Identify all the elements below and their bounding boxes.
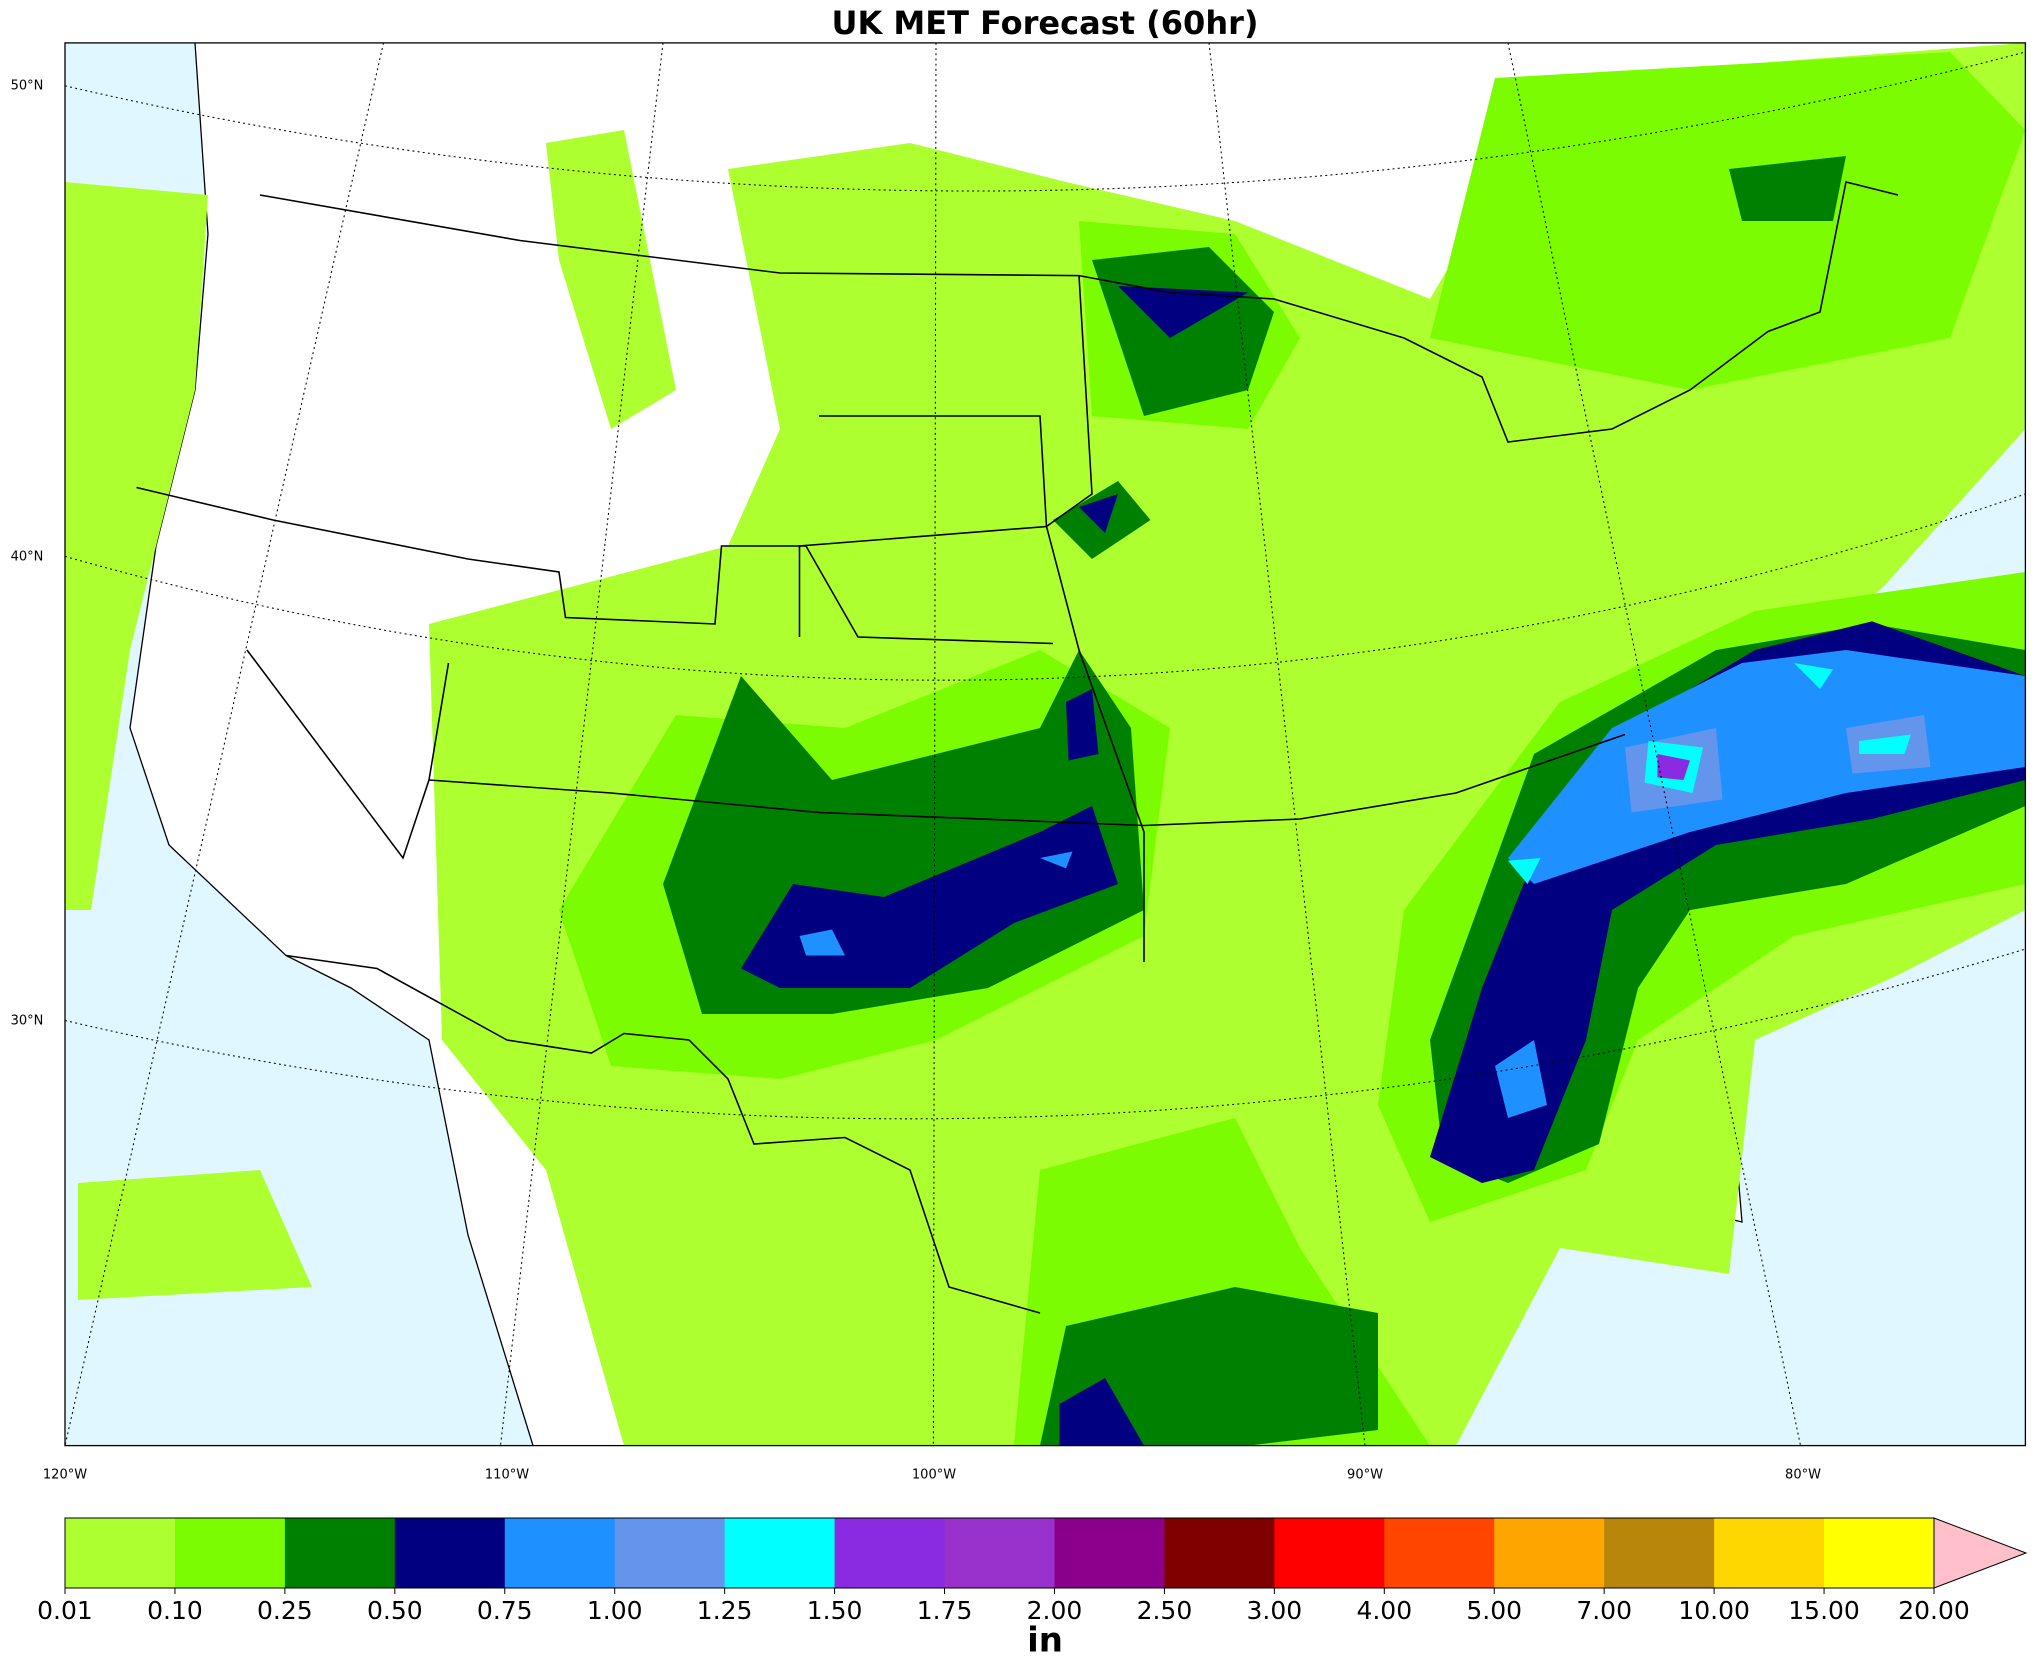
lat-label: 50°N <box>11 79 44 94</box>
colorbar-segment <box>394 1518 506 1588</box>
colorbar-tick-label: 2.50 <box>1137 1596 1193 1625</box>
precip-1.50 <box>1657 754 1690 780</box>
lon-label: 120°W <box>43 1468 87 1483</box>
colorbar-tick-label: 5.00 <box>1466 1596 1522 1625</box>
colorbar-segment <box>944 1518 1055 1588</box>
colorbar-segment <box>1714 1518 1825 1588</box>
lon-label: 90°W <box>1347 1468 1383 1483</box>
graticule <box>64 42 2026 1446</box>
colorbar-unit: in <box>1027 1621 1063 1661</box>
colorbar-extend <box>1933 1517 2028 1589</box>
colorbar-tick-label: 2.00 <box>1027 1596 1083 1625</box>
colorbar-segment <box>724 1518 836 1588</box>
map <box>64 42 2027 1447</box>
colorbar-tick-label: 1.25 <box>697 1596 753 1625</box>
colorbar-tick-label: 0.25 <box>257 1596 313 1625</box>
colorbar-segment <box>1274 1518 1385 1588</box>
borders <box>136 181 1899 1314</box>
colorbar-tick-label: 3.00 <box>1247 1596 1303 1625</box>
colorbar-frame <box>64 1517 1934 1589</box>
colorbar: 0.01 0.10 0.25 0.50 0.75 1.00 1.25 1.50 1.75 2.00… <box>37 1517 2028 1625</box>
colorbar-segment <box>1054 1518 1165 1588</box>
lat-label: 30°N <box>11 1014 44 1029</box>
colorbar-tick-label: 1.75 <box>917 1596 973 1625</box>
colorbar-segment <box>1384 1518 1495 1588</box>
colorbar-tick-label: 1.00 <box>587 1596 643 1625</box>
colorbar-tick-label: 7.00 <box>1576 1596 1632 1625</box>
precip-0.01 <box>65 42 2026 1446</box>
colorbar-segment <box>834 1518 946 1588</box>
colorbar-tick-label: 0.01 <box>37 1596 93 1625</box>
colorbar-tick-label: 4.00 <box>1356 1596 1412 1625</box>
lon-label: 110°W <box>485 1468 529 1483</box>
colorbar-segment <box>1494 1518 1605 1588</box>
colorbar-segment <box>284 1518 396 1588</box>
colorbar-tick-label: 0.50 <box>367 1596 423 1625</box>
colorbar-tick-label: 15.00 <box>1788 1596 1860 1625</box>
precip-0.75 <box>799 650 2026 1118</box>
colorbar-tick-label: 10.00 <box>1678 1596 1750 1625</box>
colorbar-tick-label: 20.00 <box>1898 1596 1970 1625</box>
colorbar-segment <box>1164 1518 1275 1588</box>
lat-label: 40°N <box>11 550 44 565</box>
colorbar-segment <box>1604 1518 1715 1588</box>
colorbar-segment <box>174 1518 286 1588</box>
map-frame <box>64 42 2027 1447</box>
colorbar-segment <box>65 1518 176 1588</box>
colorbar-tick-label: 0.75 <box>477 1596 533 1625</box>
lon-label: 100°W <box>912 1468 956 1483</box>
colorbar-segment <box>504 1518 616 1588</box>
title: UK MET Forecast (60hr) <box>831 4 1258 42</box>
colorbar-tick-label: 0.10 <box>147 1596 203 1625</box>
colorbar-segment <box>1824 1518 1935 1588</box>
colorbar-segment <box>614 1518 726 1588</box>
lon-label: 80°W <box>1785 1468 1821 1483</box>
colorbar-tick-label: 1.50 <box>807 1596 863 1625</box>
